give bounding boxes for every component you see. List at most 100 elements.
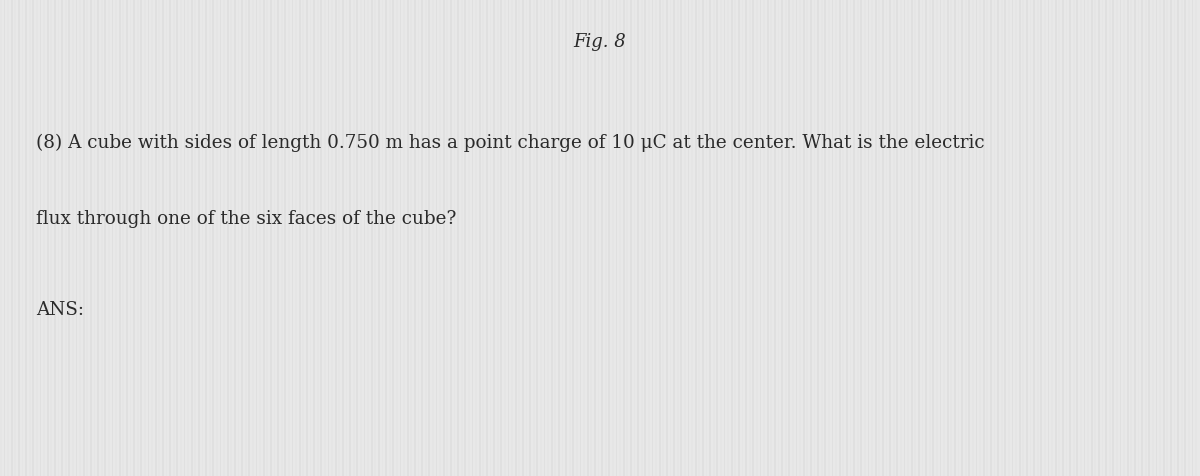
Bar [68,0,70,476]
Bar [14,0,17,476]
Bar [54,0,56,476]
Bar [997,0,998,476]
Bar [536,0,538,476]
Bar [709,0,710,476]
Bar [778,0,780,476]
Bar [202,0,204,476]
Bar [965,0,967,476]
Bar [288,0,290,476]
Bar [1181,0,1183,476]
Bar [637,0,640,476]
Bar [1062,0,1064,476]
Bar [673,0,674,476]
Bar [421,0,424,476]
Bar [461,0,463,476]
Bar [864,0,866,476]
Bar [810,0,811,476]
Bar [515,0,516,476]
Bar [598,0,600,476]
Bar [875,0,876,476]
Bar [644,0,647,476]
Bar [324,0,326,476]
Bar [410,0,413,476]
Bar [853,0,854,476]
Bar [1080,0,1082,476]
Bar [727,0,728,476]
Bar [407,0,408,476]
Bar [72,0,74,476]
Bar [50,0,53,476]
Bar [403,0,406,476]
Bar [317,0,319,476]
Bar [320,0,323,476]
Bar [1022,0,1024,476]
Bar [1073,0,1075,476]
Bar [868,0,869,476]
Bar [706,0,707,476]
Bar [281,0,283,476]
Bar [680,0,683,476]
Bar [745,0,746,476]
Bar [292,0,293,476]
Bar [1098,0,1099,476]
Bar [1134,0,1135,476]
Bar [32,0,35,476]
Bar [702,0,703,476]
Bar [1008,0,1010,476]
Bar [1188,0,1190,476]
Bar [792,0,794,476]
Bar [583,0,584,476]
Bar [486,0,488,476]
Bar [374,0,377,476]
Bar [382,0,384,476]
Bar [587,0,588,476]
Bar [659,0,661,476]
Bar [472,0,474,476]
Bar [572,0,575,476]
Bar [814,0,816,476]
Bar [1001,0,1003,476]
Bar [1130,0,1133,476]
Bar [342,0,344,476]
Bar [724,0,725,476]
Bar [194,0,197,476]
Bar [346,0,348,476]
Bar [1026,0,1027,476]
Bar [976,0,977,476]
Bar [821,0,823,476]
Bar [936,0,938,476]
Bar [666,0,668,476]
Bar [731,0,732,476]
Bar [594,0,595,476]
Bar [1094,0,1097,476]
Bar [756,0,758,476]
Bar [950,0,953,476]
Bar [832,0,833,476]
Bar [450,0,452,476]
Bar [940,0,942,476]
Bar [850,0,851,476]
Bar [25,0,28,476]
Bar [306,0,307,476]
Bar [857,0,859,476]
Bar [720,0,722,476]
Bar [655,0,658,476]
Bar [83,0,84,476]
Bar [364,0,365,476]
Bar [623,0,625,476]
Bar [115,0,118,476]
Bar [508,0,509,476]
Bar [256,0,257,476]
Bar [1152,0,1154,476]
Bar [565,0,568,476]
Bar [47,0,48,476]
Bar [677,0,679,476]
Bar [11,0,12,476]
Bar [695,0,696,476]
Bar [1069,0,1072,476]
Bar [176,0,178,476]
Bar [576,0,578,476]
Bar [122,0,125,476]
Bar [245,0,247,476]
Bar [378,0,379,476]
